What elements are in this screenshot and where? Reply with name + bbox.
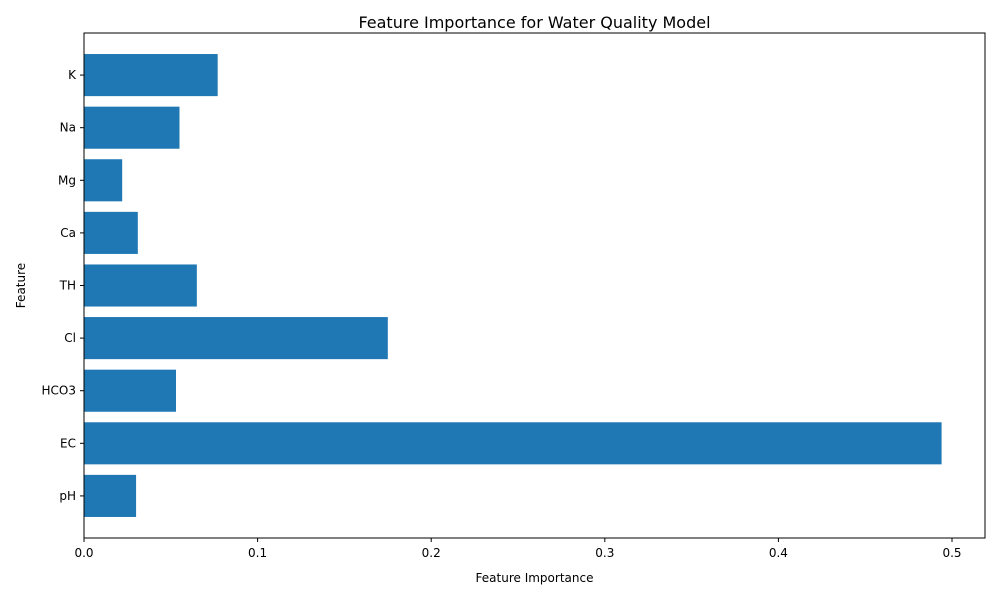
bar-na	[84, 106, 180, 149]
bar-ph	[84, 474, 137, 517]
bars-group	[84, 54, 942, 517]
y-axis-ticks: pH EC HCO3 Cl TH Ca Mg Na K	[42, 68, 84, 503]
bar-ca	[84, 211, 138, 254]
x-tick-label: 0.5	[942, 546, 961, 560]
x-tick-label: 0.0	[74, 546, 93, 560]
y-tick-label: pH	[59, 489, 76, 503]
bar-cl	[84, 317, 388, 360]
x-tick-label: 0.2	[422, 546, 441, 560]
y-tick-label: Ca	[60, 226, 76, 240]
bar-hco3	[84, 369, 177, 412]
x-tick-label: 0.4	[769, 546, 788, 560]
x-tick-label: 0.3	[595, 546, 614, 560]
y-tick-label: Cl	[64, 331, 76, 345]
bar-mg	[84, 159, 123, 202]
y-tick-label: EC	[60, 436, 76, 450]
y-tick-label: HCO3	[42, 384, 76, 398]
x-tick-label: 0.1	[248, 546, 267, 560]
bar-th	[84, 264, 197, 307]
bar-ec	[84, 422, 942, 465]
x-axis-ticks: 0.0 0.1 0.2 0.3 0.4 0.5	[74, 538, 962, 560]
y-axis-label: Feature	[14, 263, 28, 308]
y-tick-label: Mg	[58, 173, 76, 187]
x-axis-label: Feature Importance	[476, 571, 594, 585]
bar-k	[84, 54, 218, 97]
y-tick-label: Na	[60, 121, 76, 135]
plot-frame	[83, 32, 986, 539]
y-tick-label: TH	[59, 279, 76, 293]
chart-title: Feature Importance for Water Quality Mod…	[358, 13, 710, 32]
y-tick-label: K	[68, 68, 77, 82]
